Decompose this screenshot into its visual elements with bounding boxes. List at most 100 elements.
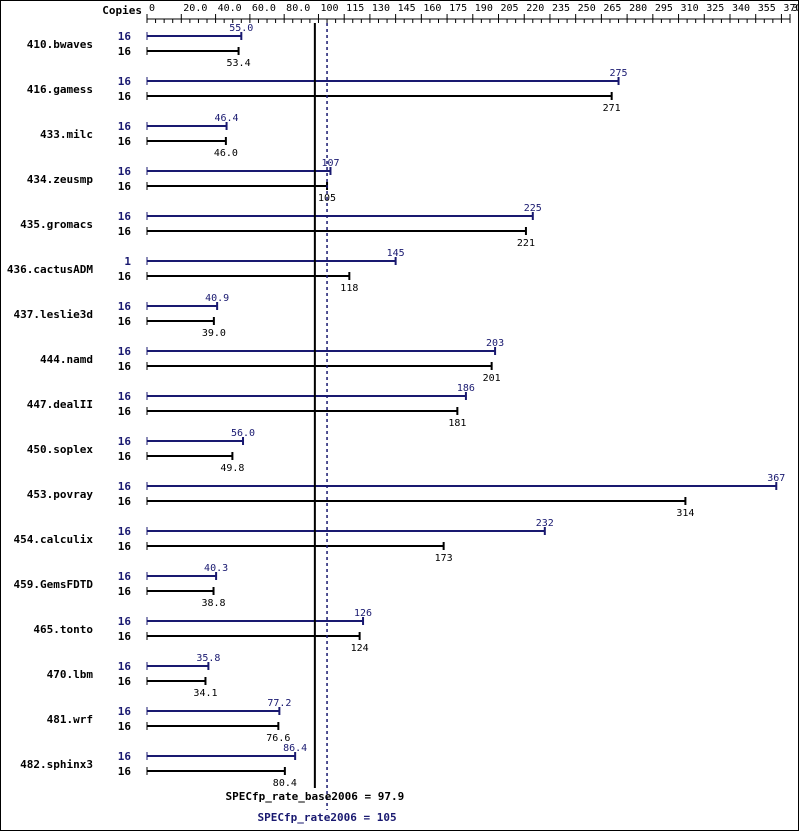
base-value-label: 39.0 xyxy=(202,328,226,339)
benchmark-name: 410.bwaves xyxy=(27,38,93,51)
peak-copies-label: 16 xyxy=(118,30,132,43)
benchmark-row: 410.bwaves 16 16 55.0 53.4 xyxy=(27,23,254,69)
benchmark-name: 482.sphinx3 xyxy=(20,758,93,771)
base-value-label: 201 xyxy=(483,373,501,384)
base-copies-label: 16 xyxy=(118,405,132,418)
peak-value-label: 107 xyxy=(321,158,339,169)
copies-header: Copies xyxy=(102,4,142,17)
base-copies-label: 16 xyxy=(118,270,132,283)
peak-copies-label: 16 xyxy=(118,345,132,358)
benchmark-name: 481.wrf xyxy=(47,713,93,726)
benchmark-row: 459.GemsFDTD 16 16 40.3 38.8 xyxy=(14,563,229,609)
x-tick-label: 40.0 xyxy=(218,3,242,14)
benchmark-row: 447.dealII 16 16 186 181 xyxy=(27,383,475,429)
base-copies-label: 16 xyxy=(118,225,132,238)
base-copies-label: 16 xyxy=(118,765,132,778)
base-copies-label: 16 xyxy=(118,495,132,508)
x-tick-label: 375 xyxy=(792,3,799,14)
benchmark-row: 470.lbm 16 16 35.8 34.1 xyxy=(47,653,221,699)
x-tick-label: 0 xyxy=(149,3,155,14)
benchmark-bars: 410.bwaves 16 16 55.0 53.4 416.gamess 16 16 275 2… xyxy=(7,23,785,789)
x-tick-label: 220 xyxy=(526,3,544,14)
peak-copies-label: 16 xyxy=(118,210,132,223)
peak-value-label: 40.9 xyxy=(205,293,229,304)
benchmark-row: 434.zeusmp1616107105 xyxy=(27,158,340,204)
base-value-label: 34.1 xyxy=(193,688,217,699)
peak-value-label: 186 xyxy=(457,383,475,394)
benchmark-row: 416.gamess 16 16 275 271 xyxy=(27,68,628,114)
peak-value-label: 86.4 xyxy=(283,743,307,754)
peak-copies-label: 16 xyxy=(118,390,132,403)
base-value-label: 314 xyxy=(676,508,694,519)
benchmark-row: 450.soplex 16 16 56.0 49.8 xyxy=(27,428,255,474)
base-copies-label: 16 xyxy=(118,90,132,103)
peak-value-label: 56.0 xyxy=(231,428,255,439)
base-value-label: 221 xyxy=(517,238,535,249)
benchmark-name: 459.GemsFDTD xyxy=(14,578,94,591)
benchmark-row: 433.milc 16 16 46.4 46.0 xyxy=(40,113,239,159)
peak-copies-label: 16 xyxy=(118,570,132,583)
base-value-label: 80.4 xyxy=(273,778,297,789)
benchmark-row: 437.leslie3d 16 16 40.9 39.0 xyxy=(14,293,230,339)
benchmark-name: 434.zeusmp xyxy=(27,173,94,186)
x-tick-label: 115 xyxy=(346,3,364,14)
base-value-label: 181 xyxy=(448,418,466,429)
x-tick-label: 130 xyxy=(372,3,390,14)
base-value-label: 271 xyxy=(603,103,621,114)
base-copies-label: 16 xyxy=(118,630,132,643)
x-tick-label: 340 xyxy=(732,3,750,14)
base-value-label: 118 xyxy=(340,283,358,294)
benchmark-name: 435.gromacs xyxy=(20,218,93,231)
peak-copies-label: 16 xyxy=(118,165,132,178)
peak-value-label: 40.3 xyxy=(204,563,228,574)
x-tick-label: 60.0 xyxy=(252,3,276,14)
base-value-label: 173 xyxy=(435,553,453,564)
peak-value-label: 203 xyxy=(486,338,504,349)
benchmark-row: 453.povray 16 16 367 314 xyxy=(27,473,786,519)
peak-value-label: 367 xyxy=(767,473,785,484)
x-tick-label: 295 xyxy=(655,3,673,14)
benchmark-name: 433.milc xyxy=(40,128,93,141)
base-copies-label: 16 xyxy=(118,180,132,193)
x-tick-label: 145 xyxy=(398,3,416,14)
peak-value-label: 35.8 xyxy=(196,653,220,664)
base-value-label: 49.8 xyxy=(220,463,244,474)
peak-value-label: 126 xyxy=(354,608,372,619)
peak-value-label: 46.4 xyxy=(215,113,239,124)
peak-copies-label: 1 xyxy=(124,255,131,268)
peak-value-label: 275 xyxy=(610,68,628,79)
benchmark-name: 444.namd xyxy=(40,353,93,366)
benchmark-name: 450.soplex xyxy=(27,443,94,456)
base-copies-label: 16 xyxy=(118,585,132,598)
benchmark-name: 447.dealII xyxy=(27,398,93,411)
x-axis: 0 20.0 40.0 60.0 80.0 100 115 130 145 160 175 190 20… xyxy=(146,3,799,23)
peak-copies-label: 16 xyxy=(118,525,132,538)
base-value-label: 46.0 xyxy=(214,148,238,159)
peak-copies-label: 16 xyxy=(118,435,132,448)
peak-reference-label: SPECfp_rate2006 = 105 xyxy=(258,811,397,824)
peak-value-label: 225 xyxy=(524,203,542,214)
x-tick-label: 370 xyxy=(783,3,799,14)
benchmark-row: 454.calculix 16 16 232 173 xyxy=(14,518,554,564)
peak-value-label: 77.2 xyxy=(267,698,291,709)
x-tick-label: 80.0 xyxy=(286,3,310,14)
base-copies-label: 16 xyxy=(118,45,132,58)
benchmark-name: 454.calculix xyxy=(14,533,94,546)
peak-copies-label: 16 xyxy=(118,750,132,763)
x-tick-label: 280 xyxy=(629,3,647,14)
x-tick-label: 355 xyxy=(758,3,776,14)
base-value-label: 53.4 xyxy=(227,58,251,69)
peak-value-label: 55.0 xyxy=(229,23,253,34)
x-tick-label: 325 xyxy=(706,3,724,14)
base-copies-label: 16 xyxy=(118,675,132,688)
peak-copies-label: 16 xyxy=(118,660,132,673)
x-tick-label: 265 xyxy=(603,3,621,14)
x-tick-label: 205 xyxy=(501,3,519,14)
x-tick-label: 175 xyxy=(449,3,467,14)
peak-copies-label: 16 xyxy=(118,480,132,493)
base-copies-label: 16 xyxy=(118,135,132,148)
benchmark-row: 465.tonto 16 16 126 124 xyxy=(33,608,372,654)
benchmark-name: 453.povray xyxy=(27,488,94,501)
